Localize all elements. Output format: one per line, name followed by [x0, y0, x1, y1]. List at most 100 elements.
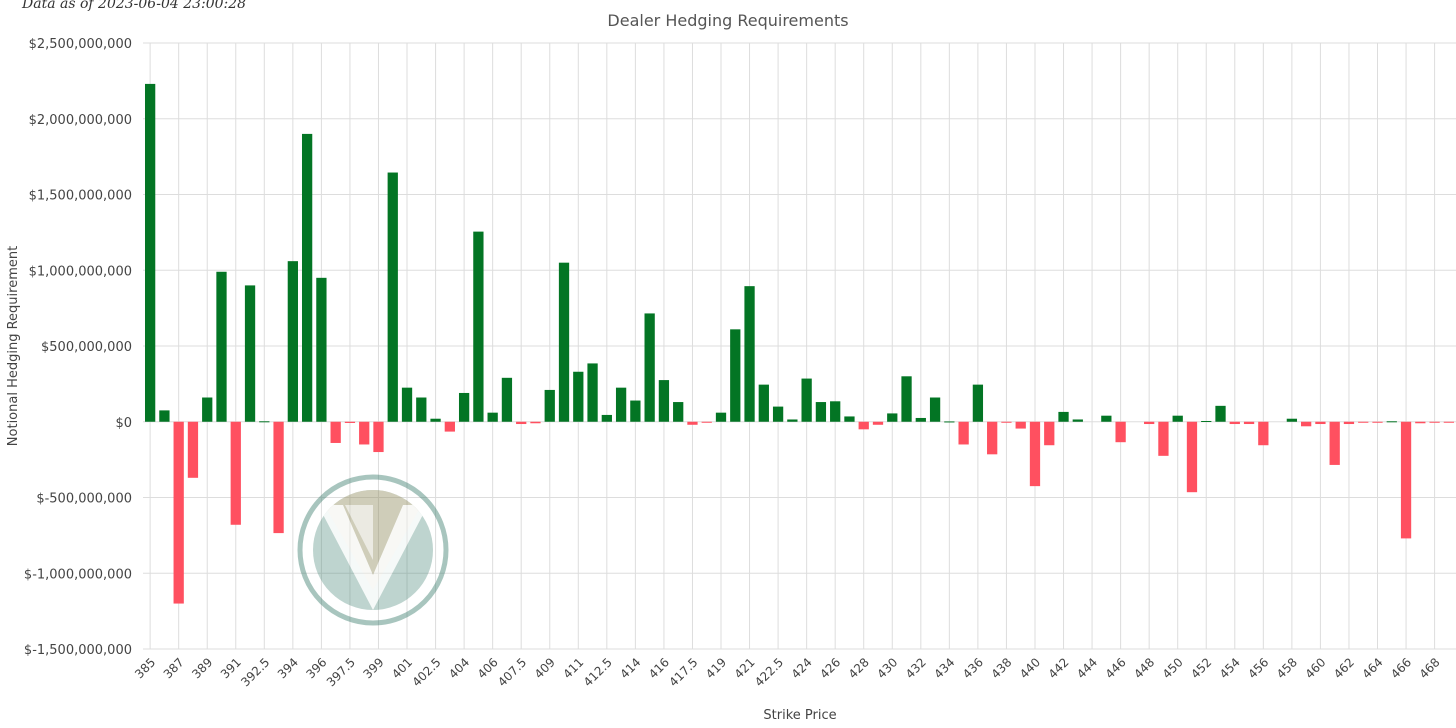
x-tick-label: 436 [960, 655, 986, 681]
bar [1115, 421, 1126, 443]
bar [301, 133, 313, 422]
bar [601, 414, 612, 422]
bar [958, 421, 969, 445]
bar [244, 285, 256, 422]
x-tick-label: 399 [361, 655, 387, 681]
bar [187, 421, 199, 478]
bar [530, 421, 541, 424]
bar [1101, 415, 1112, 422]
bar [944, 421, 955, 423]
y-axis-ticks: $2,500,000,000 $2,000,000,000 $1,500,000,0… [24, 37, 132, 658]
bar [844, 416, 855, 422]
bar [1343, 421, 1355, 425]
x-tick-label: 458 [1274, 655, 1300, 681]
chart-title: Dealer Hedging Requirements [607, 11, 848, 30]
x-tick-label: 448 [1131, 655, 1157, 681]
bar [216, 271, 227, 422]
timestamp: Data as of 2023-06-04 23:00:28 [22, 0, 247, 12]
bar [473, 231, 484, 422]
x-tick-label: 460 [1302, 655, 1328, 681]
x-tick-label: 426 [817, 655, 843, 681]
x-tick-label: 440 [1017, 655, 1043, 681]
bar [387, 172, 398, 422]
bar [1072, 419, 1083, 422]
bar [1186, 421, 1198, 493]
x-tick-label: 402.5 [409, 655, 443, 689]
bar [1001, 421, 1012, 423]
bar [1229, 421, 1240, 425]
bar [316, 277, 327, 422]
x-tick-label: 468 [1417, 655, 1443, 681]
bar [830, 401, 841, 422]
bar [887, 413, 898, 422]
bar [772, 406, 784, 422]
y-tick-label: $1,500,000,000 [29, 189, 132, 204]
x-tick-label: 450 [1160, 655, 1186, 681]
bar [1172, 415, 1183, 422]
bar [872, 421, 884, 425]
x-tick-label: 412.5 [581, 655, 615, 689]
bars [144, 83, 1455, 604]
bar [858, 421, 869, 430]
bar [987, 421, 998, 455]
bar [1400, 421, 1412, 539]
x-tick-label: 430 [874, 655, 900, 681]
bar [401, 387, 413, 422]
bar [1044, 421, 1055, 446]
bar [701, 421, 712, 423]
bar [1286, 418, 1298, 422]
bar [972, 384, 984, 422]
x-tick-label: 414 [617, 655, 643, 681]
x-tick-label: 434 [931, 655, 957, 681]
bar [1201, 420, 1212, 422]
bar [1443, 421, 1455, 423]
x-tick-label: 419 [703, 655, 729, 681]
x-tick-label: 446 [1103, 655, 1129, 681]
x-tick-label: 394 [275, 655, 301, 681]
bar [1215, 405, 1226, 422]
y-tick-label: $-1,500,000,000 [24, 643, 132, 658]
bar [1158, 421, 1169, 456]
bar [744, 286, 755, 422]
bar [1429, 421, 1440, 423]
y-tick-label: $-500,000,000 [36, 492, 132, 507]
bar [259, 421, 270, 423]
x-tick-label: 397.5 [324, 655, 358, 689]
y-tick-label: $1,000,000,000 [29, 264, 132, 279]
x-tick-label: 452 [1188, 655, 1214, 681]
bar [458, 392, 470, 422]
bar [1372, 421, 1383, 423]
x-tick-label: 417.5 [666, 655, 700, 689]
x-tick-label: 385 [132, 655, 158, 681]
bar [1329, 421, 1340, 465]
x-tick-label: 387 [161, 655, 187, 681]
bar [615, 387, 627, 422]
x-tick-label: 432 [903, 655, 929, 681]
x-tick-label: 462 [1331, 655, 1357, 681]
bar [344, 421, 356, 423]
bar [715, 412, 727, 422]
x-tick-label: 456 [1245, 655, 1271, 681]
x-tick-label: 422.5 [752, 655, 786, 689]
bar [1015, 421, 1026, 429]
x-tick-label: 442 [1046, 655, 1072, 681]
x-tick-label: 407.5 [495, 655, 529, 689]
bar [1058, 411, 1069, 422]
bar [901, 376, 912, 422]
watermark-logo [297, 474, 449, 626]
bar [230, 421, 241, 525]
y-tick-label: $2,500,000,000 [29, 37, 132, 52]
bar [1358, 421, 1369, 423]
y-tick-label: $0 [115, 416, 132, 431]
y-tick-label: $-1,000,000,000 [24, 567, 132, 582]
x-tick-label: 428 [846, 655, 872, 681]
bar [587, 363, 598, 422]
bar [144, 83, 156, 422]
bar [501, 377, 513, 422]
x-tick-label: 392.5 [238, 655, 272, 689]
bar [1415, 421, 1426, 424]
bar [1029, 421, 1041, 487]
bar [673, 402, 684, 422]
